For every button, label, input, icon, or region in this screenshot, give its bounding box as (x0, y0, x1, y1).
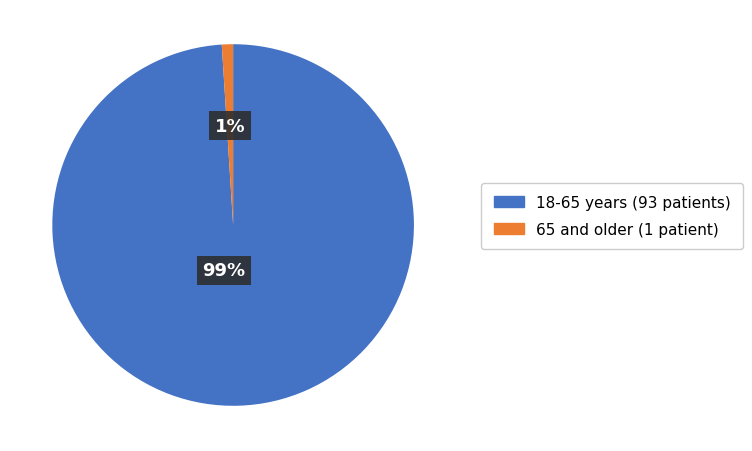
Text: 1%: 1% (214, 117, 245, 135)
Wedge shape (222, 45, 233, 226)
Legend: 18-65 years (93 patients), 65 and older (1 patient): 18-65 years (93 patients), 65 and older … (481, 183, 744, 250)
Text: 99%: 99% (202, 262, 246, 280)
Wedge shape (53, 45, 414, 406)
